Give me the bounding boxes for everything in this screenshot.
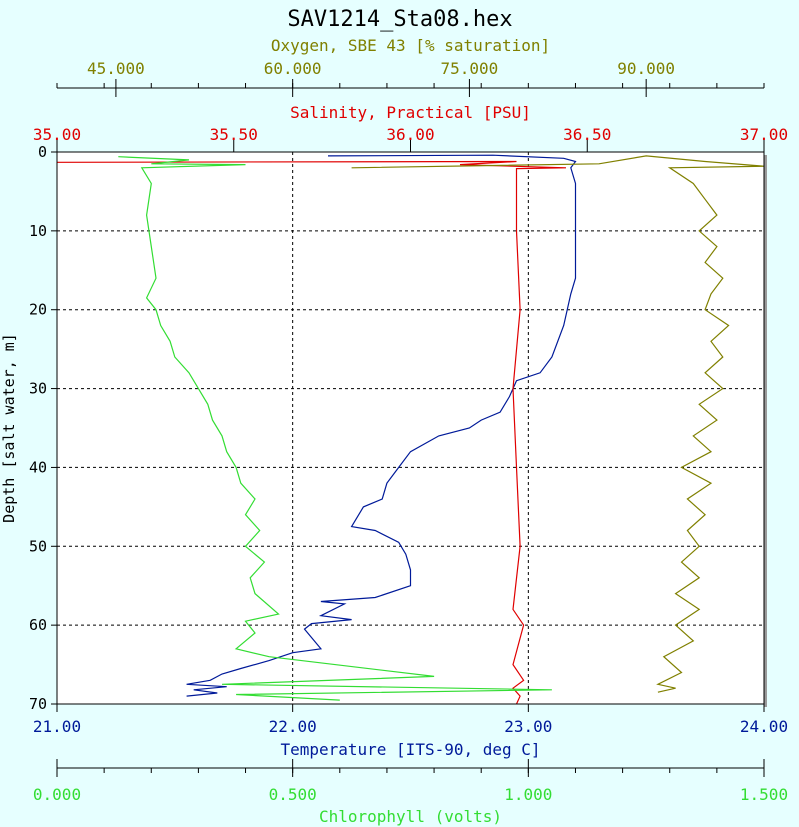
oxygen-axis-label: Oxygen, SBE 43 [% saturation] bbox=[271, 36, 550, 55]
oxygen-tick-label: 45.000 bbox=[87, 59, 145, 78]
y-tick-label: 0 bbox=[38, 143, 47, 161]
y-tick-label: 20 bbox=[29, 301, 47, 319]
temperature-tick-label: 21.00 bbox=[33, 717, 81, 736]
chlorophyll-tick-label: 1.000 bbox=[504, 785, 552, 804]
temperature-series-line bbox=[186, 154, 577, 697]
y-tick-label: 40 bbox=[29, 458, 47, 476]
chart-title: SAV1214_Sta08.hex bbox=[287, 7, 512, 32]
oxygen-tick-label: 75.000 bbox=[441, 59, 499, 78]
chlorophyll-axis-label: Chlorophyll (volts) bbox=[319, 807, 502, 826]
temperature-axis-label: Temperature [ITS-90, deg C] bbox=[280, 740, 540, 759]
chlorophyll-series-line bbox=[118, 156, 552, 701]
plot-area bbox=[56, 151, 767, 707]
temperature-tick-label: 23.00 bbox=[504, 717, 552, 736]
temperature-tick-label: 22.00 bbox=[269, 717, 317, 736]
salinity-axis-label: Salinity, Practical [PSU] bbox=[290, 103, 531, 122]
salinity-tick-label: 35.00 bbox=[33, 125, 81, 144]
chlorophyll-tick-label: 1.500 bbox=[740, 785, 788, 804]
y-axis-label: Depth [salt water, m] bbox=[0, 333, 18, 523]
chlorophyll-tick-label: 0.500 bbox=[269, 785, 317, 804]
oxygen-tick-label: 90.000 bbox=[617, 59, 675, 78]
oxygen-tick-label: 60.000 bbox=[264, 59, 322, 78]
plot-frame bbox=[56, 151, 765, 705]
y-tick-label: 70 bbox=[29, 695, 47, 713]
salinity-tick-label: 36.50 bbox=[563, 125, 611, 144]
top-axes: 45.000 60.000 75.000 90.000 Oxygen, SBE 43 [… bbox=[33, 36, 788, 152]
oxygen-series-line bbox=[351, 155, 764, 693]
bottom-axes: 21.00 22.00 23.00 24.00 Temperature [ITS-90,… bbox=[33, 704, 788, 826]
y-tick-label: 30 bbox=[29, 380, 47, 398]
plot-border bbox=[56, 151, 765, 705]
temperature-tick-label: 24.00 bbox=[740, 717, 788, 736]
salinity-series-line bbox=[57, 160, 567, 704]
plot-shadow bbox=[764, 155, 767, 707]
salinity-tick-label: 36.00 bbox=[386, 125, 434, 144]
salinity-tick-label: 35.50 bbox=[210, 125, 258, 144]
salinity-tick-label: 37.00 bbox=[740, 125, 788, 144]
depth-axis: 0 10 20 30 40 50 60 70 Depth [salt water, m] bbox=[0, 143, 57, 713]
y-tick-label: 50 bbox=[29, 537, 47, 555]
y-tick-label: 60 bbox=[29, 616, 47, 634]
y-tick-label: 10 bbox=[29, 222, 47, 240]
chlorophyll-tick-label: 0.000 bbox=[33, 785, 81, 804]
